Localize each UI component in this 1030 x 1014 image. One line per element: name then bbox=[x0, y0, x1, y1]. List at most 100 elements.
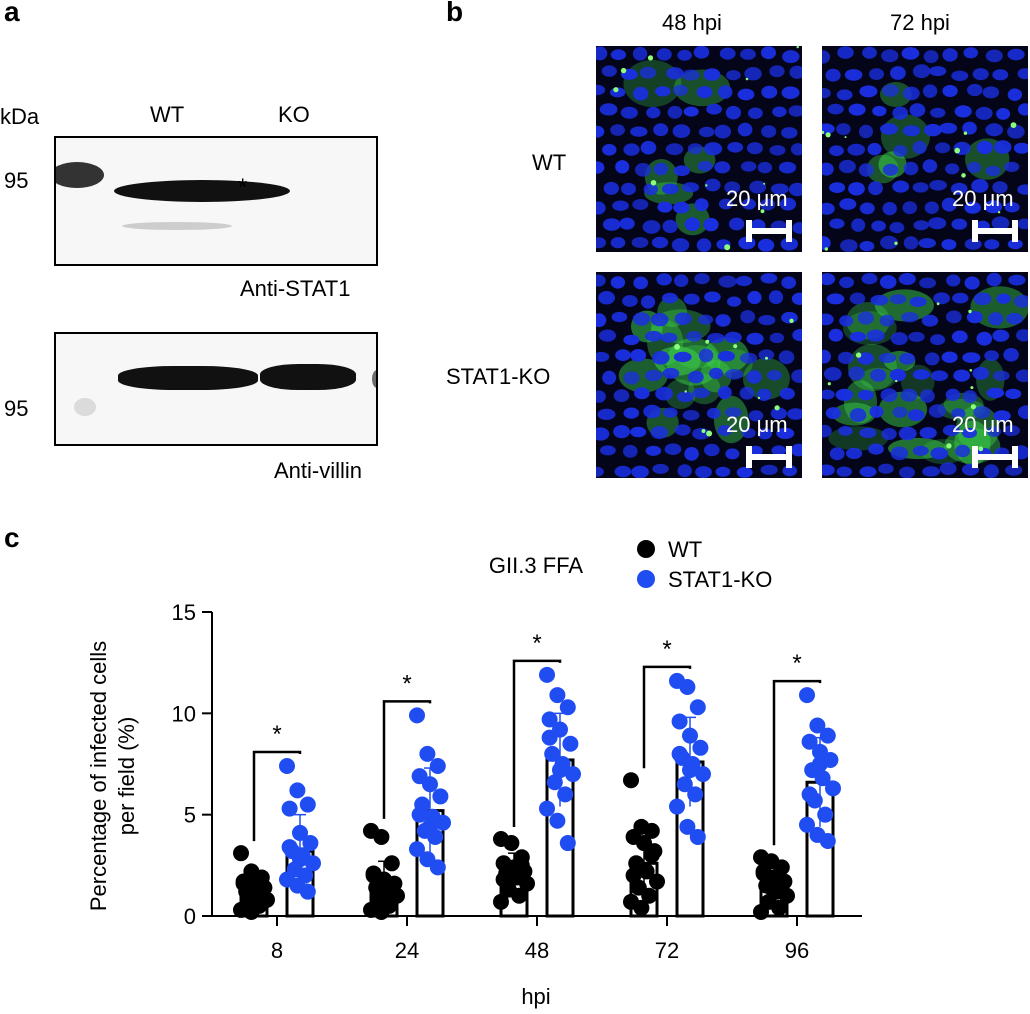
micrograph-image bbox=[822, 46, 1028, 252]
y-tick-label: 15 bbox=[172, 600, 196, 625]
legend-label-wt: WT bbox=[668, 537, 702, 562]
data-point-stat1-ko bbox=[689, 828, 706, 845]
significance-asterisk: * bbox=[662, 636, 671, 663]
legend-marker-wt bbox=[637, 540, 655, 558]
data-point-stat1-ko bbox=[281, 800, 298, 817]
data-point-wt bbox=[773, 875, 790, 892]
x-axis-label: hpi bbox=[521, 984, 550, 1009]
significance-bracket bbox=[252, 750, 302, 842]
data-point-stat1-ko bbox=[432, 788, 449, 805]
row-label-wt: WT bbox=[532, 150, 567, 175]
lane-label-wt: WT bbox=[150, 102, 185, 127]
micrograph-wt-72hpi: 20 μm bbox=[822, 46, 1028, 252]
data-point-stat1-ko bbox=[819, 833, 836, 850]
data-point-stat1-ko bbox=[541, 711, 558, 728]
data-point-stat1-ko bbox=[819, 727, 836, 744]
data-point-stat1-ko bbox=[692, 739, 709, 756]
significance-bracket bbox=[382, 700, 432, 819]
scale-bar bbox=[972, 228, 1018, 234]
scale-label: 20 μm bbox=[726, 412, 788, 437]
x-tick-label: 72 bbox=[655, 938, 679, 963]
data-point-wt bbox=[365, 867, 382, 884]
data-point-stat1-ko bbox=[544, 745, 561, 762]
x-tick-label: 96 bbox=[785, 938, 809, 963]
scale-bar-cap bbox=[786, 446, 792, 468]
plot-area: 0 5 10 15 8 * 24 * 48 * 72 * 96 * bbox=[172, 600, 862, 963]
row-label-stat1-ko: STAT1-KO bbox=[446, 364, 551, 389]
data-point-wt bbox=[235, 875, 252, 892]
data-point-stat1-ko bbox=[809, 717, 826, 734]
data-point-stat1-ko bbox=[546, 774, 563, 791]
x-tick-label: 8 bbox=[271, 938, 283, 963]
data-point-stat1-ko bbox=[549, 812, 566, 829]
stat1-band-wt bbox=[114, 180, 290, 202]
y-tick-label: 0 bbox=[184, 904, 196, 929]
data-point-stat1-ko bbox=[814, 770, 831, 787]
villin-band-edge bbox=[372, 370, 376, 388]
data-point-stat1-ko bbox=[679, 678, 696, 695]
data-point-wt bbox=[503, 835, 520, 852]
scale-label: 20 μm bbox=[726, 186, 788, 211]
data-point-stat1-ko bbox=[292, 851, 308, 868]
significance-asterisk: * bbox=[792, 650, 801, 677]
data-point-stat1-ko bbox=[689, 699, 706, 716]
significance-bracket bbox=[512, 659, 562, 827]
y-tick-label: 5 bbox=[184, 803, 196, 828]
villin-band-wt bbox=[118, 366, 258, 390]
data-point-stat1-ko bbox=[799, 816, 815, 833]
data-point-stat1-ko bbox=[801, 733, 818, 750]
data-point-stat1-ko bbox=[682, 727, 698, 744]
data-point-stat1-ko bbox=[422, 818, 438, 835]
data-point-wt bbox=[638, 863, 655, 880]
chart-legend: WT STAT1-KO bbox=[637, 537, 772, 592]
data-point-stat1-ko bbox=[435, 814, 451, 831]
scale-bar-cap bbox=[786, 220, 792, 242]
data-point-stat1-ko bbox=[671, 713, 688, 730]
data-point-wt bbox=[383, 855, 400, 872]
data-point-wt bbox=[495, 871, 512, 888]
data-point-wt bbox=[641, 887, 658, 904]
data-point-stat1-ko bbox=[671, 745, 688, 762]
micrograph-ko-72hpi: 20 μm bbox=[822, 272, 1028, 478]
marker-95-bottom: 95 bbox=[4, 396, 29, 421]
data-point-wt bbox=[373, 828, 390, 845]
data-point-stat1-ko bbox=[812, 756, 828, 772]
scale-bar bbox=[746, 228, 792, 234]
data-point-stat1-ko bbox=[429, 758, 446, 775]
data-point-wt bbox=[243, 903, 260, 920]
data-point-stat1-ko bbox=[817, 806, 834, 823]
data-point-wt bbox=[779, 887, 795, 904]
data-point-wt bbox=[643, 847, 660, 864]
stat1-minor-band bbox=[122, 222, 232, 230]
data-point-wt bbox=[519, 875, 535, 892]
data-point-wt bbox=[633, 899, 650, 916]
micrograph-image bbox=[822, 272, 1028, 478]
blot-label-villin: Anti-villin bbox=[274, 458, 363, 483]
data-point-stat1-ko bbox=[541, 729, 558, 746]
data-point-wt bbox=[625, 867, 642, 884]
marker-95-top: 95 bbox=[4, 168, 29, 193]
data-point-stat1-ko bbox=[695, 766, 711, 783]
data-point-wt bbox=[233, 845, 249, 862]
data-point-wt bbox=[753, 903, 769, 920]
data-point-stat1-ko bbox=[669, 798, 685, 815]
data-point-stat1-ko bbox=[409, 707, 425, 724]
villin-band-ko bbox=[260, 364, 356, 390]
data-point-stat1-ko bbox=[801, 786, 818, 803]
scale-label: 20 μm bbox=[952, 186, 1014, 211]
panel-a-letter: a bbox=[4, 0, 20, 27]
data-point-stat1-ko bbox=[289, 782, 306, 799]
data-point-stat1-ko bbox=[825, 780, 841, 797]
data-point-stat1-ko bbox=[549, 687, 566, 704]
legend-marker-stat1-ko bbox=[637, 570, 655, 588]
bar-chart: GII.3 FFA WT STAT1-KO Percentage of infe… bbox=[86, 537, 862, 1009]
micrograph-ko-48hpi: 20 μm bbox=[596, 272, 802, 478]
legend-label-stat1-ko: STAT1-KO bbox=[668, 567, 772, 592]
significance-asterisk: * bbox=[532, 630, 541, 657]
col-header-48hpi: 48 hpi bbox=[662, 10, 722, 35]
data-point-stat1-ko bbox=[302, 835, 319, 852]
significance-asterisk: * bbox=[272, 721, 281, 748]
data-point-stat1-ko bbox=[682, 762, 698, 779]
data-point-wt bbox=[246, 889, 262, 906]
data-point-stat1-ko bbox=[559, 835, 576, 852]
